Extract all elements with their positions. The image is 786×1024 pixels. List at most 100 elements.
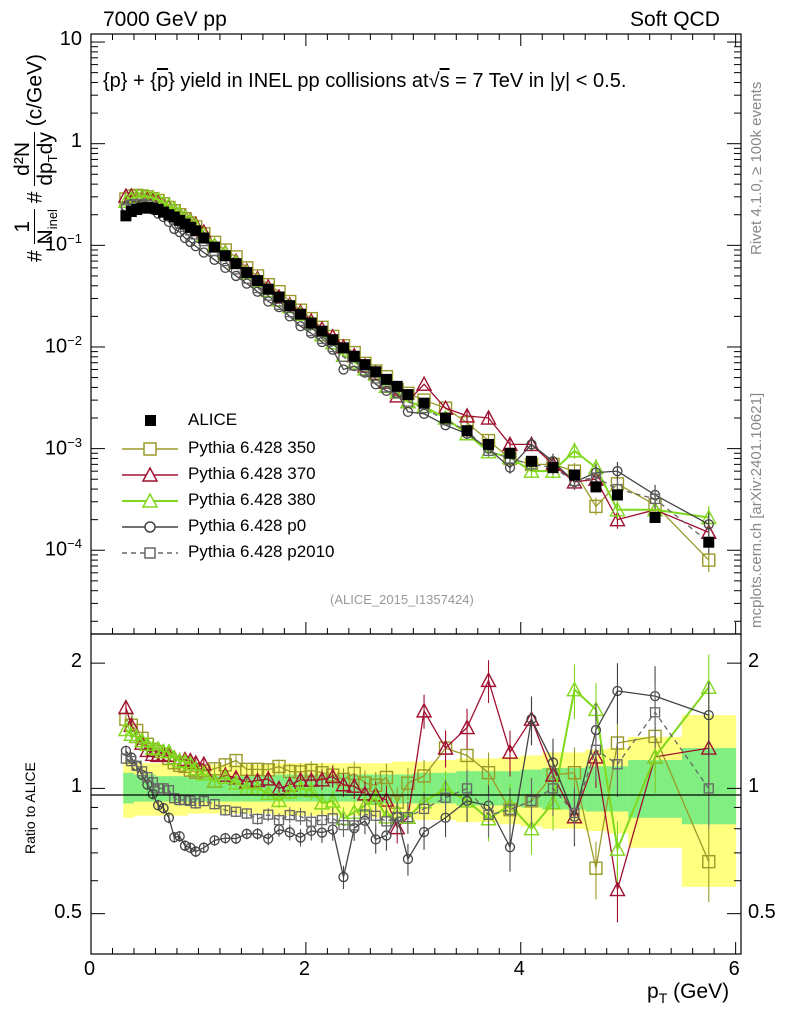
ratio-point-p0 [418,826,430,838]
ratio-uncertainty-bands [123,715,737,887]
ratio-point-p380 [523,820,540,836]
x-axis-label: pT (GeV) [647,980,730,1007]
band-green-bin [176,776,189,802]
ratio-y-tick-label-right: 2 [748,650,760,673]
legend-marker-p2010 [122,547,178,559]
point-p380 [566,442,583,458]
point-p370 [415,375,433,391]
ratio-point-p0 [163,812,175,823]
axis-ticks [90,34,741,954]
point-alice [380,373,392,385]
point-alice [198,232,210,244]
ratio-point-p2010 [230,806,242,817]
main-y-tick-label: 10 [59,28,82,51]
ratio-point-p350 [379,770,394,785]
point-alice [359,359,371,371]
ratio-point-p380 [609,840,626,856]
ratio-point-p380 [227,774,245,790]
point-alice [305,317,317,329]
ratio-point-p0 [158,803,169,814]
main-y-tick-label: 10−3 [44,434,82,460]
point-p370 [458,407,476,423]
ratio-point-p350 [417,769,431,783]
ratio-point-p2010 [590,744,602,755]
ratio-plot-series [117,654,717,923]
point-alice [504,447,516,459]
ratio-point-p380 [281,783,298,799]
ratio-point-p370 [389,819,406,835]
point-alice [440,412,452,424]
ratio-point-p0 [703,709,714,721]
point-p0 [612,466,623,477]
ratio-point-p370 [346,777,363,793]
ratio-point-p2010 [392,811,403,823]
ratio-point-p2010 [349,820,360,831]
x-tick-label: 6 [728,958,740,980]
band-green-bin [219,776,232,802]
ratio-point-p380 [270,791,288,808]
x-tick-label: 4 [513,958,525,980]
ratio-point-p0 [169,832,180,843]
ratio-point-p380 [303,782,320,798]
ratio-point-p2010 [295,811,306,822]
ratio-point-p0 [370,834,381,845]
ratio-point-p0 [179,840,191,851]
ratio-point-p2010 [402,812,414,823]
ratio-point-p0 [241,828,252,839]
ratio-point-p2010 [131,760,142,771]
point-p0 [220,262,231,274]
mcplots-label: mcplots.cern.ch [arXiv:2401.10621] [748,392,765,628]
ratio-point-p0 [252,828,263,839]
point-p0 [370,379,381,390]
ratio-point-p380 [160,743,178,759]
point-alice [418,397,430,409]
ratio-point-p350 [401,776,415,790]
point-p2010 [649,493,661,505]
point-p350 [702,553,716,567]
ratio-point-p0 [338,871,349,883]
ratio-point-p2010 [440,792,451,803]
main-y-tick-label: 10−1 [44,231,82,256]
legend-marker-p370 [122,466,178,482]
ratio-point-p2010 [359,809,371,820]
ratio-point-p370 [458,719,476,735]
ratio-point-p380 [646,748,664,764]
ratio-point-p380 [566,681,583,697]
point-alice [337,342,349,354]
ratio-point-p2010 [569,807,580,819]
ratio-point-p2010 [306,816,317,827]
ratio-point-p380 [187,760,204,776]
point-p0 [198,247,209,258]
ratio-point-p2010 [273,815,285,826]
ratio-point-p380 [324,792,341,808]
ratio-point-p350 [272,759,286,774]
ratio-point-p370 [117,699,135,715]
ratio-point-p370 [313,771,331,787]
ratio-point-p380 [144,739,161,755]
point-alice [348,350,360,362]
band-green-bin [187,776,199,802]
ratio-point-p2010 [241,808,252,819]
ratio-point-p2010 [252,813,263,825]
analysis-id-annotation: (ALICE_2015_I1357424) [330,592,474,607]
point-alice [252,275,264,287]
ratio-point-p370 [480,671,497,688]
ratio-point-p2010 [263,809,274,820]
point-p0 [230,270,242,282]
ratio-line-p0 [125,690,709,878]
band-green-bin [209,776,221,802]
ratio-point-p2010 [418,803,430,815]
point-alice [391,380,403,392]
ratio-point-p0 [295,832,306,843]
point-alice [219,250,231,262]
band-green-bin [123,772,135,804]
plot-title: {p} + {p} yield in INEL pp collisions at… [103,70,627,92]
point-alice [370,366,382,378]
ratio-y-tick-label-left: 0.5 [54,900,82,923]
point-p380 [523,462,540,478]
ratio-point-p0 [612,685,623,697]
ratio-point-p2010 [338,819,349,831]
point-p0 [703,519,714,530]
ratio-point-p2010 [158,783,169,794]
point-p0 [526,439,537,450]
